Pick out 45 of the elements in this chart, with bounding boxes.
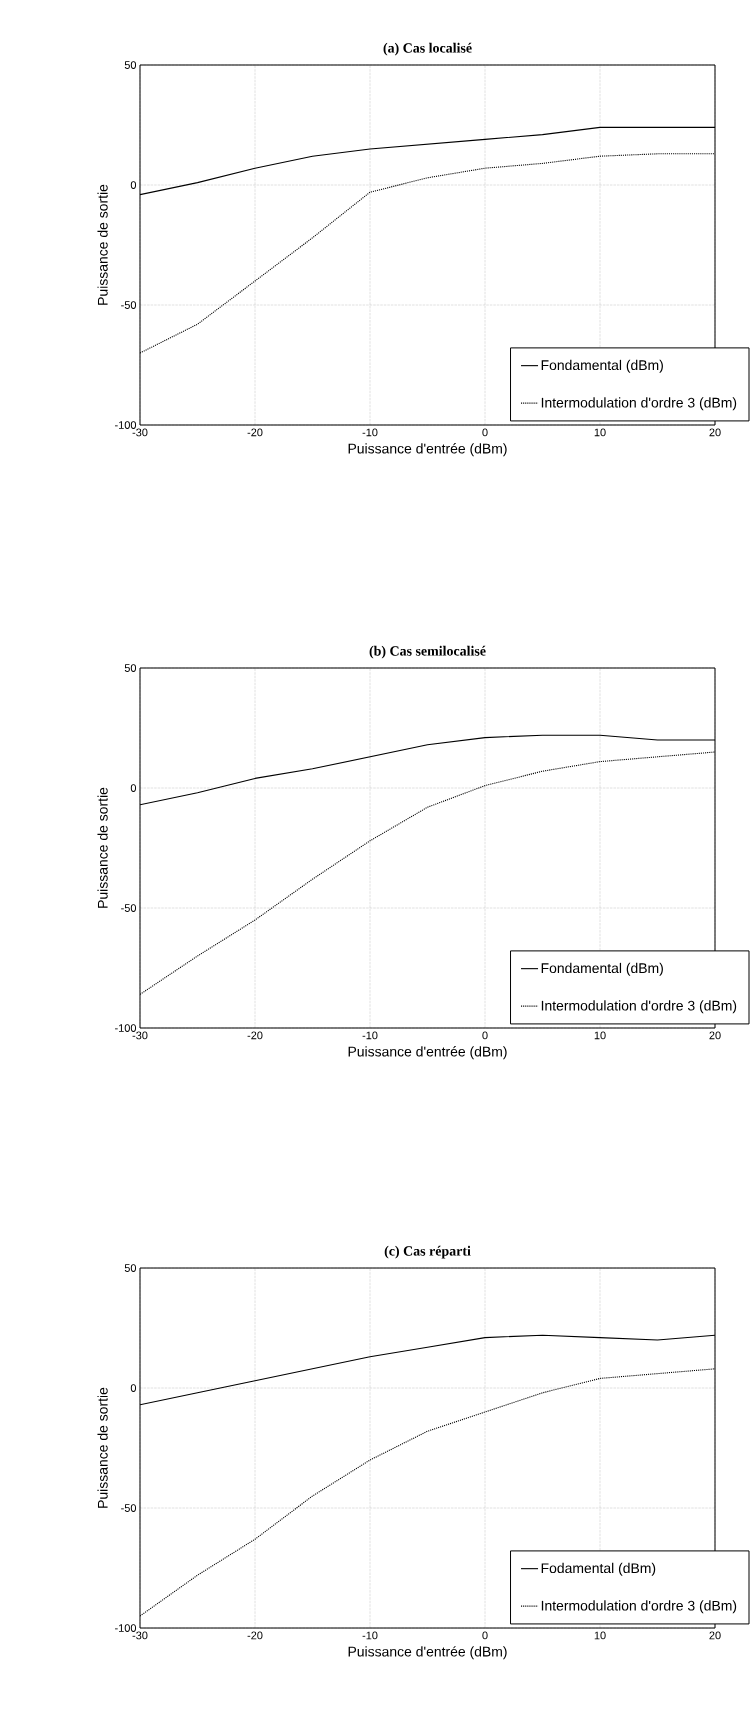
y-tick-label: 50 xyxy=(124,61,137,69)
chart-title: (c) Cas réparti xyxy=(384,1245,471,1259)
y-tick-label: 50 xyxy=(124,1264,137,1272)
y-tick-label: -50 xyxy=(121,904,137,912)
y-tick-label: -50 xyxy=(121,1504,137,1512)
x-tick-label: 20 xyxy=(709,428,721,437)
x-axis-title: Puissance d'entrée (dBm) xyxy=(348,1046,507,1060)
y-tick-label: 0 xyxy=(130,1384,137,1392)
x-tick-label: 10 xyxy=(594,1031,606,1040)
y-axis-title: Puissance de sortie xyxy=(97,787,108,908)
chart-title: (b) Cas semilocalisé xyxy=(369,645,486,659)
x-tick-label: -10 xyxy=(362,428,378,437)
legend-label: Intermodulation d'ordre 3 (dBm) xyxy=(541,1600,737,1614)
x-tick-label: -20 xyxy=(247,1631,263,1640)
x-tick-label: -30 xyxy=(132,428,148,437)
y-tick-label: 0 xyxy=(130,784,137,792)
x-tick-label: -10 xyxy=(362,1631,378,1640)
x-axis-title: Puissance d'entrée (dBm) xyxy=(348,443,507,457)
x-tick-label: 10 xyxy=(594,428,606,437)
y-axis-title: Puissance de sortie xyxy=(97,184,108,305)
chart-title: (a) Cas localisé xyxy=(383,42,472,56)
y-tick-label: -100 xyxy=(115,1624,137,1632)
x-tick-label: 10 xyxy=(594,1631,606,1640)
y-tick-label: 0 xyxy=(130,181,137,189)
x-tick-label: 0 xyxy=(482,428,488,437)
x-tick-label: -30 xyxy=(132,1631,148,1640)
y-tick-label: -100 xyxy=(115,1024,137,1032)
y-tick-label: -100 xyxy=(115,421,137,429)
x-tick-label: 20 xyxy=(709,1031,721,1040)
legend-label: Fondamental (dBm) xyxy=(541,962,663,976)
x-tick-label: 0 xyxy=(482,1631,488,1640)
x-tick-label: -20 xyxy=(247,428,263,437)
x-tick-label: -10 xyxy=(362,1031,378,1040)
y-tick-label: -50 xyxy=(121,301,137,309)
y-tick-label: 50 xyxy=(124,664,137,672)
x-tick-label: -30 xyxy=(132,1031,148,1040)
x-tick-label: 0 xyxy=(482,1031,488,1040)
x-axis-title: Puissance d'entrée (dBm) xyxy=(348,1646,507,1660)
y-axis-title: Puissance de sortie xyxy=(97,1387,108,1508)
legend-label: Fondamental (dBm) xyxy=(541,359,663,373)
legend-label: Intermodulation d'ordre 3 (dBm) xyxy=(541,397,737,411)
legend-label: Intermodulation d'ordre 3 (dBm) xyxy=(541,1000,737,1014)
x-tick-label: 20 xyxy=(709,1631,721,1640)
x-tick-label: -20 xyxy=(247,1031,263,1040)
legend-label: Fodamental (dBm) xyxy=(541,1562,656,1576)
